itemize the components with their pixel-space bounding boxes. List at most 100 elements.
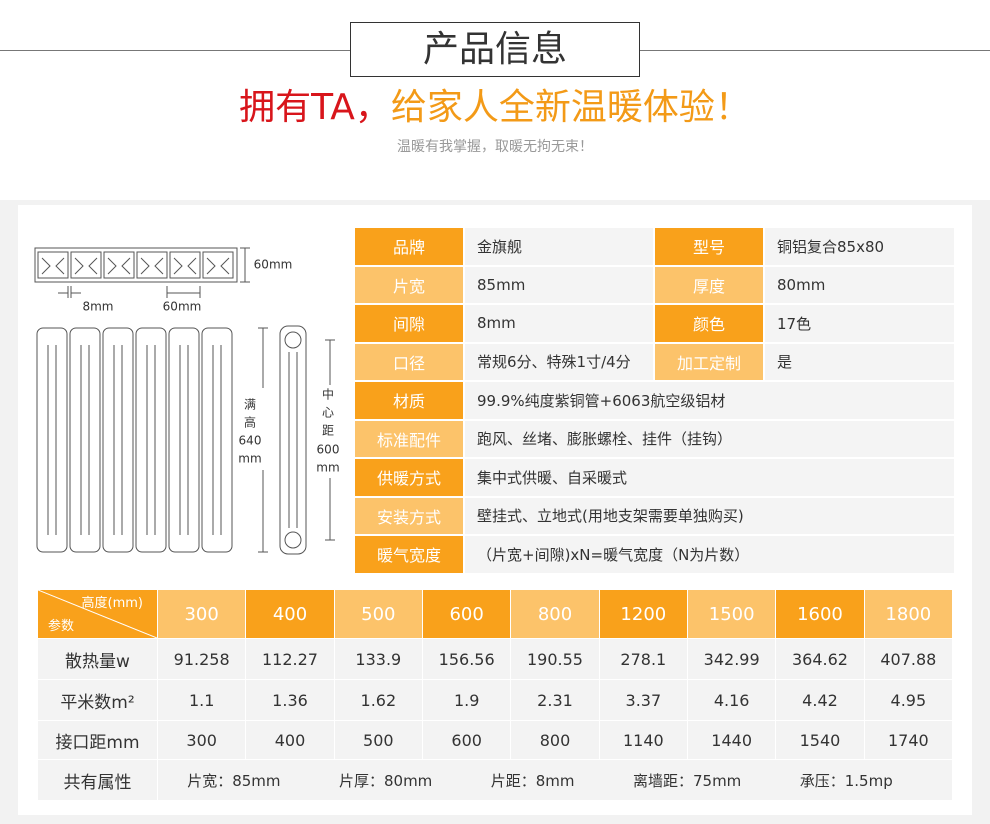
cell: 364.62 [776, 639, 864, 679]
dim-label: 距 [322, 424, 334, 438]
cell: 500 [334, 721, 422, 759]
height-header: 400 [246, 590, 334, 638]
rule [0, 50, 350, 51]
height-header: 300 [158, 590, 246, 638]
cell: 800 [511, 721, 599, 759]
spec-value: 8mm [465, 305, 653, 342]
cell: 342.99 [688, 639, 776, 679]
slogan-orange: 给家人全新温暖体验！ [390, 87, 751, 128]
spec-label: 安装方式 [355, 497, 463, 534]
spec-value: 集中式供暖、自采暖式 [465, 459, 954, 496]
diagram: 60mm 8mm 60mm 满 高 640 mm 中 心 距 600 mm [34, 247, 340, 555]
spec-value: 85mm [465, 266, 653, 303]
spec-label: 材质 [355, 382, 463, 419]
spec-value: 常规6分、特殊1寸/4分 [465, 343, 653, 380]
cell: 400 [246, 721, 334, 759]
title: 产品信息 [350, 22, 640, 77]
common-item: 承压：1.5mp [799, 771, 893, 790]
dim-label: mm [238, 452, 261, 466]
spec-value: 跑风、丝堵、膨胀螺栓、挂件（挂钩） [465, 420, 954, 457]
dim-label: 高 [244, 415, 256, 430]
dim-label: 满 [244, 398, 256, 412]
spec-value: 金旗舰 [465, 228, 653, 265]
header: 产品信息 拥有TA，给家人全新温暖体验！ 温暖有我掌握，取暖无拘无束！ [0, 0, 990, 200]
common-item: 片厚：80mm [338, 771, 433, 790]
diagonal [38, 590, 157, 638]
spec-value: 铜铝复合85x80 [765, 228, 954, 265]
height-header: 600 [423, 590, 511, 638]
cell: 1540 [776, 721, 864, 759]
cell: 1.9 [423, 680, 511, 720]
row-label: 平米数m² [38, 680, 157, 720]
dim-label: 8mm [82, 300, 113, 314]
cell: 4.42 [776, 680, 864, 720]
spec-label: 暖气宽度 [355, 536, 463, 573]
cell: 2.31 [511, 680, 599, 720]
common-row: 片宽：85mm 片厚：80mm 片距：8mm 离墙距：75mm 承压：1.5mp [158, 760, 952, 800]
spec-value: 壁挂式、立地式(用地支架需要单独购买) [465, 497, 954, 534]
cell: 4.95 [864, 680, 952, 720]
cell: 3.37 [599, 680, 687, 720]
cell: 1140 [599, 721, 687, 759]
slogan-red: 拥有TA， [239, 87, 391, 128]
height-header: 1600 [776, 590, 864, 638]
cell: 1.36 [246, 680, 334, 720]
spec-label: 间隙 [355, 305, 463, 342]
cell: 91.258 [158, 639, 246, 679]
corner-cell: 高度(mm) 参数 [38, 590, 157, 638]
cell: 600 [423, 721, 511, 759]
top-view [34, 247, 250, 298]
cell: 190.55 [511, 639, 599, 679]
spec-label: 厚度 [655, 266, 763, 303]
spec-value: 17色 [765, 305, 954, 342]
subtitle: 温暖有我掌握，取暖无拘无束！ [397, 139, 593, 155]
cell: 4.16 [688, 680, 776, 720]
height-header: 500 [334, 590, 422, 638]
side-view [279, 325, 335, 555]
cell: 112.27 [246, 639, 334, 679]
spec-label: 型号 [655, 228, 763, 265]
height-header: 1200 [599, 590, 687, 638]
cell: 278.1 [599, 639, 687, 679]
spec-label: 品牌 [355, 228, 463, 265]
height-header: 1500 [688, 590, 776, 638]
height-header: 1800 [864, 590, 952, 638]
dim-label: 心 [322, 406, 334, 420]
spec-value: 99.9%纯度紫铜管+6063航空级铝材 [465, 382, 954, 419]
height-header: 800 [511, 590, 599, 638]
spec-label: 口径 [355, 343, 463, 380]
front-view [36, 327, 268, 553]
cell: 133.9 [334, 639, 422, 679]
cell: 156.56 [423, 639, 511, 679]
row-label: 散热量w [38, 639, 157, 679]
dim-label: 60mm [163, 300, 202, 314]
row-label: 共有属性 [38, 760, 157, 800]
spec-value: （片宽+间隙)xN=暖气宽度（N为片数） [465, 536, 954, 573]
spec-table: 品牌 金旗舰 型号 铜铝复合85x80 片宽 85mm 厚度 80mm 间隙 8mm 颜色 17色口径… [355, 228, 954, 573]
spec-value: 80mm [765, 266, 954, 303]
common-item: 片距：8mm [490, 771, 575, 790]
spec-label: 片宽 [355, 266, 463, 303]
cell: 407.88 [864, 639, 952, 679]
cell: 1.62 [334, 680, 422, 720]
common-item: 片宽：85mm [187, 771, 281, 790]
spec-label: 供暖方式 [355, 459, 463, 496]
dim-label: 640 [239, 434, 262, 448]
cell: 1440 [688, 721, 776, 759]
dim-label: 60mm [254, 258, 293, 272]
slogan: 拥有TA，给家人全新温暖体验！ [0, 84, 990, 132]
dim-label: mm [316, 461, 339, 475]
dim-label: 中 [322, 387, 334, 402]
spec-label: 颜色 [655, 305, 763, 342]
common-item: 离墙距：75mm [632, 771, 742, 790]
spec-label: 加工定制 [655, 343, 763, 380]
corner-top: 高度(mm) [81, 596, 143, 611]
row-label: 接口距mm [38, 721, 157, 759]
cell: 300 [158, 721, 246, 759]
cell: 1740 [864, 721, 952, 759]
corner-bottom: 参数 [48, 619, 75, 634]
cell: 1.1 [158, 680, 246, 720]
rule [640, 50, 990, 51]
dim-label: 600 [317, 443, 340, 457]
